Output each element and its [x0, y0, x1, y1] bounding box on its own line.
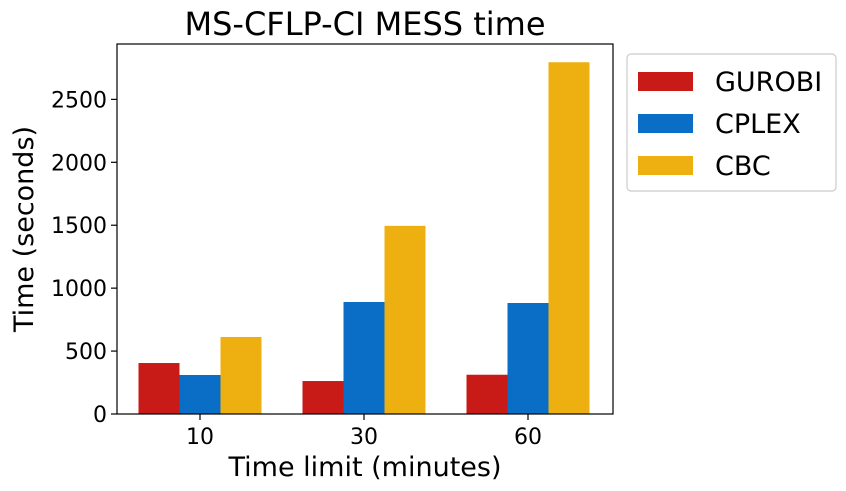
legend-swatch-cbc: [638, 156, 693, 175]
bar-cplex-30: [343, 301, 385, 414]
bar-gurobi-10: [138, 363, 180, 414]
y-tick-label: 2000: [51, 151, 107, 176]
bar-gurobi-60: [466, 374, 508, 414]
y-tick-label: 0: [93, 403, 107, 428]
plot-frame: [116, 43, 614, 415]
legend-label-cbc: CBC: [715, 151, 771, 182]
y-tick-label: 2500: [51, 88, 107, 113]
bar-cplex-60: [507, 303, 549, 414]
bar-cbc-10: [220, 336, 262, 414]
y-axis-label: Time (seconds): [9, 126, 40, 333]
bar-cbc-30: [384, 225, 426, 414]
bar-gurobi-30: [302, 381, 344, 414]
y-tick-label: 1500: [51, 214, 107, 239]
bar-cbc-60: [548, 62, 590, 415]
legend-label-gurobi: GUROBI: [715, 67, 822, 98]
x-axis-label: Time limit (minutes): [228, 452, 502, 483]
y-tick-label: 1000: [51, 277, 107, 302]
legend-label-cplex: CPLEX: [715, 109, 801, 140]
y-axis: 0 500 1000 1500 2000 2500: [51, 88, 117, 428]
legend-swatch-gurobi: [638, 72, 693, 91]
bars-group: [138, 62, 590, 415]
legend-swatch-cplex: [638, 114, 693, 133]
x-axis: 10 30 60: [186, 414, 542, 450]
x-tick-label: 60: [514, 425, 542, 450]
y-tick-label: 500: [65, 340, 107, 365]
bar-cplex-10: [179, 374, 221, 414]
legend: GUROBI CPLEX CBC: [626, 53, 837, 192]
x-tick-label: 10: [186, 425, 214, 450]
x-tick-label: 30: [350, 425, 378, 450]
chart-title: MS-CFLP-CI MESS time: [184, 5, 545, 43]
